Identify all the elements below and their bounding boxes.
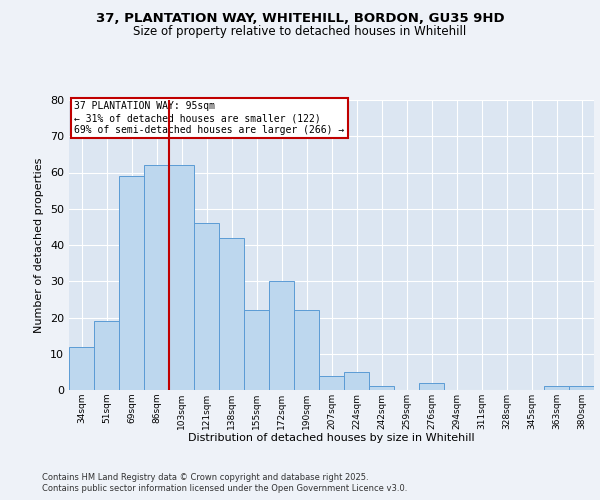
- Bar: [344, 372, 369, 390]
- Bar: [244, 310, 269, 390]
- Bar: [269, 281, 294, 390]
- Bar: [544, 386, 569, 390]
- Text: Contains public sector information licensed under the Open Government Licence v3: Contains public sector information licen…: [42, 484, 407, 493]
- Bar: [169, 165, 194, 390]
- Bar: [419, 383, 444, 390]
- Bar: [294, 310, 319, 390]
- Bar: [319, 376, 344, 390]
- Bar: [569, 386, 594, 390]
- Bar: [219, 238, 244, 390]
- Bar: [369, 386, 394, 390]
- Y-axis label: Number of detached properties: Number of detached properties: [34, 158, 44, 332]
- Bar: [94, 321, 119, 390]
- Text: 37 PLANTATION WAY: 95sqm
← 31% of detached houses are smaller (122)
69% of semi-: 37 PLANTATION WAY: 95sqm ← 31% of detach…: [74, 102, 344, 134]
- Bar: [144, 165, 169, 390]
- Bar: [119, 176, 144, 390]
- Text: Contains HM Land Registry data © Crown copyright and database right 2025.: Contains HM Land Registry data © Crown c…: [42, 472, 368, 482]
- Bar: [69, 346, 94, 390]
- Text: Size of property relative to detached houses in Whitehill: Size of property relative to detached ho…: [133, 25, 467, 38]
- Bar: [194, 223, 219, 390]
- Text: 37, PLANTATION WAY, WHITEHILL, BORDON, GU35 9HD: 37, PLANTATION WAY, WHITEHILL, BORDON, G…: [95, 12, 505, 26]
- X-axis label: Distribution of detached houses by size in Whitehill: Distribution of detached houses by size …: [188, 434, 475, 444]
